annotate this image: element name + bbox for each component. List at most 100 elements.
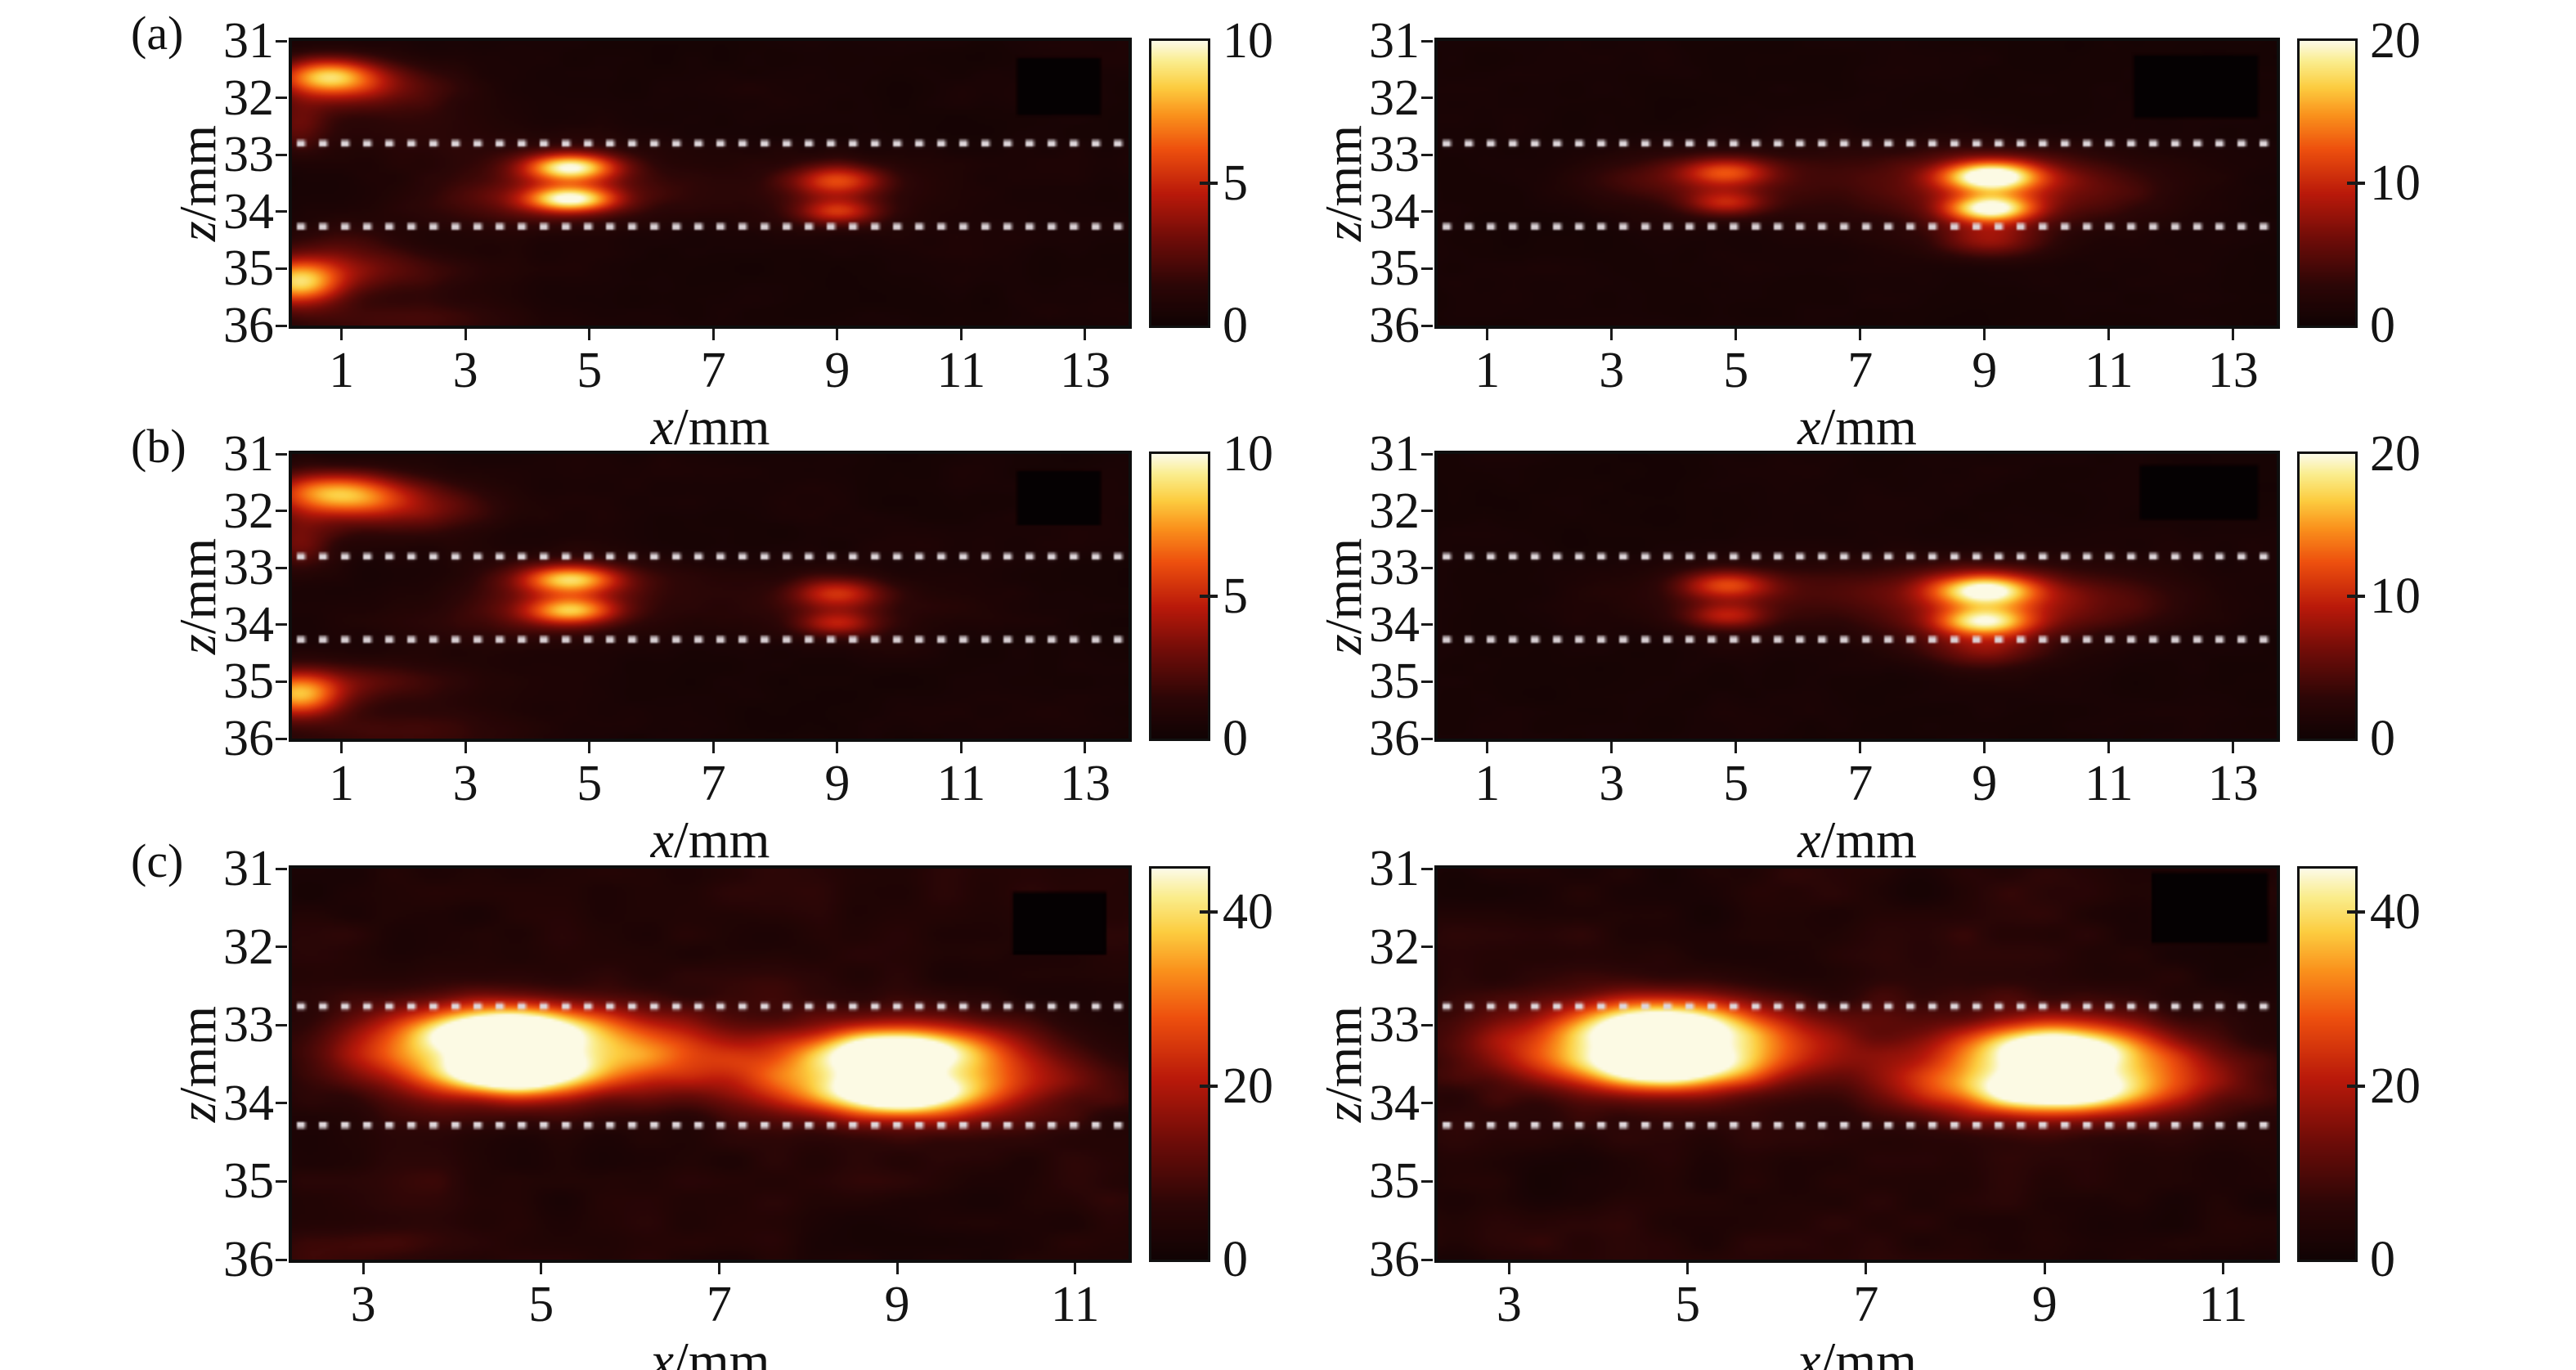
x-tick-label: 3 (1599, 756, 1625, 811)
y-tick-label: 31 (223, 841, 274, 896)
x-tick-mark (1735, 329, 1738, 340)
y-tick-mark (276, 1179, 287, 1183)
x-tick-label: 1 (1474, 343, 1501, 398)
y-tick-label: 35 (1369, 654, 1420, 710)
heatmap-canvas-c-left (292, 869, 1129, 1260)
colorbar-gradient (1151, 454, 1208, 739)
y-tick-mark (276, 267, 287, 270)
x-tick-mark (1859, 329, 1862, 340)
y-tick-label: 35 (223, 654, 274, 710)
y-tick-label: 32 (1369, 919, 1420, 975)
y-tick-mark (1421, 452, 1433, 456)
x-tick-mark (588, 329, 591, 340)
plot-area-b-right (1434, 451, 2280, 742)
y-tick-label: 36 (223, 298, 274, 353)
x-tick-label: 13 (2207, 343, 2259, 398)
y-tick-mark (276, 210, 287, 213)
y-tick-label: 33 (1369, 127, 1420, 183)
x-axis-unit: /mm (1820, 398, 1917, 456)
x-tick-mark (1735, 742, 1738, 753)
y-tick-mark (1421, 1179, 1433, 1183)
x-tick-label: 7 (700, 343, 726, 398)
x-tick-mark (1074, 1263, 1077, 1274)
plot-area-a-right (1434, 38, 2280, 329)
y-tick-mark (1421, 867, 1433, 870)
y-tick-label: 31 (1369, 426, 1420, 482)
x-axis-label: x/mm (651, 1335, 770, 1370)
x-tick-mark (1983, 329, 1986, 340)
x-tick-label: 3 (1496, 1277, 1522, 1332)
y-tick-label: 36 (1369, 1232, 1420, 1287)
colorbar-tick-label: 20 (2370, 1058, 2421, 1114)
y-tick-label: 36 (223, 1232, 274, 1287)
y-tick-label: 35 (1369, 1153, 1420, 1210)
y-tick-label: 36 (223, 711, 274, 766)
x-tick-label: 5 (1675, 1277, 1701, 1332)
colorbar-tick-label: 5 (1223, 155, 1248, 211)
x-tick-mark (1610, 742, 1613, 753)
x-tick-mark (1486, 329, 1489, 340)
x-tick-mark (361, 1263, 365, 1274)
colorbar-tick-mark (1200, 182, 1218, 185)
y-tick-label: 31 (223, 426, 274, 482)
x-tick-mark (1859, 742, 1862, 753)
x-tick-mark (711, 742, 715, 753)
x-tick-mark (1610, 329, 1613, 340)
x-tick-mark (836, 742, 839, 753)
x-tick-label: 3 (1599, 343, 1625, 398)
y-tick-mark (276, 1102, 287, 1105)
y-tick-mark (1421, 267, 1433, 270)
y-tick-mark (276, 97, 287, 100)
colorbar-tick-label: 10 (1223, 13, 1273, 69)
x-axis-unit: /mm (674, 811, 770, 869)
colorbar-tick-mark (2347, 595, 2365, 598)
x-tick-label: 9 (1972, 756, 1998, 811)
colorbar-gradient (2300, 41, 2355, 326)
x-tick-mark (2232, 329, 2235, 340)
colorbar-c-right (2297, 866, 2358, 1262)
colorbar-gradient (2300, 869, 2355, 1260)
colorbar-tick-label: 0 (1223, 711, 1248, 766)
colorbar-tick-label: 20 (1223, 1058, 1273, 1114)
y-axis-label: z/mm (1314, 1006, 1372, 1122)
x-axis-label: x/mm (651, 401, 770, 453)
x-tick-label: 9 (824, 343, 850, 398)
x-tick-mark (895, 1263, 899, 1274)
plot-area-c-left (289, 865, 1132, 1263)
colorbar-gradient (2300, 454, 2355, 739)
x-axis-var: x (650, 811, 675, 869)
y-tick-mark (1421, 680, 1433, 683)
y-tick-label: 36 (1369, 711, 1420, 766)
x-tick-mark (2107, 329, 2111, 340)
panel-label-a: (a) (131, 7, 184, 60)
colorbar-tick-mark (1200, 910, 1218, 914)
x-tick-mark (959, 742, 963, 753)
x-tick-label: 7 (1847, 343, 1874, 398)
x-axis-var: x (650, 398, 675, 456)
x-tick-mark (1084, 742, 1087, 753)
x-tick-label: 5 (528, 1277, 554, 1332)
y-tick-label: 32 (223, 919, 274, 975)
x-axis-unit: /mm (674, 398, 770, 456)
x-tick-mark (959, 329, 963, 340)
x-tick-label: 7 (1853, 1277, 1879, 1332)
colorbar-tick-label: 10 (1223, 426, 1273, 482)
x-tick-label: 11 (2198, 1277, 2248, 1332)
x-tick-label: 11 (936, 343, 986, 398)
y-tick-label: 33 (1369, 540, 1420, 596)
y-tick-mark (276, 946, 287, 949)
y-tick-label: 34 (1369, 596, 1420, 653)
plot-area-c-right (1434, 865, 2280, 1263)
x-tick-mark (717, 1263, 720, 1274)
y-tick-mark (276, 1023, 287, 1026)
x-tick-mark (1084, 329, 1087, 340)
x-tick-label: 13 (2207, 756, 2259, 811)
y-tick-mark (276, 1258, 287, 1261)
x-tick-label: 9 (824, 756, 850, 811)
y-tick-mark (276, 510, 287, 513)
x-axis-var: x (1797, 398, 1821, 456)
y-tick-mark (1421, 39, 1433, 43)
colorbar-gradient (1151, 41, 1208, 326)
